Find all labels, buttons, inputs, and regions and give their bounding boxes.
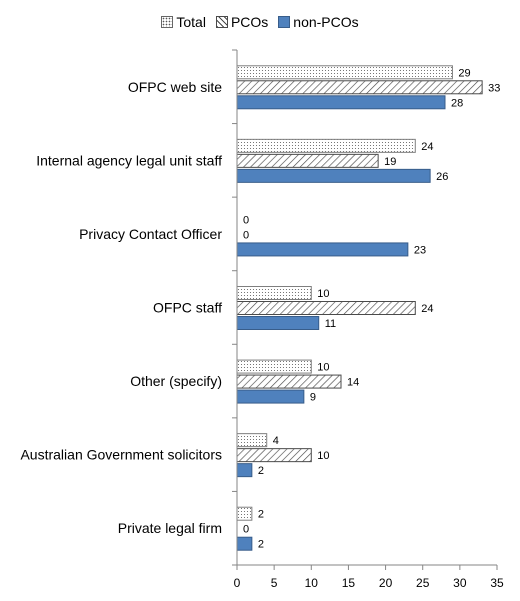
data-label: 33 [488,82,500,94]
legend-swatch-diagonal-icon [215,16,228,28]
data-label: 2 [258,539,264,551]
category-label: Private legal firm [118,520,222,536]
bar-pcos [236,374,342,389]
bar-non-pcos [236,95,446,110]
bar-pcos [236,80,483,95]
data-label: 28 [451,97,463,109]
bar-non-pcos [236,463,253,478]
data-label: 24 [421,141,433,153]
legend-label-non-pcos: non-PCOs [293,14,359,30]
bar-total [236,433,268,448]
bar-non-pcos [236,168,431,183]
bar-non-pcos [236,316,320,330]
bar-total [236,138,416,153]
x-tick-label: 0 [234,576,241,590]
legend-label-total: Total [176,14,206,30]
bar-total [236,65,453,80]
data-label: 10 [317,288,329,300]
category-labels: OFPC web site Internal agency legal unit … [20,79,222,536]
data-label: 14 [347,377,359,389]
data-label: 23 [414,244,426,256]
x-tick-label: 5 [271,576,278,590]
bar-non-pcos [236,389,305,404]
data-label: 10 [317,450,329,462]
x-tick-label: 25 [416,576,430,590]
data-label: 11 [325,318,336,330]
data-label: 0 [243,229,249,241]
data-label: 26 [436,171,448,183]
data-label: 19 [384,156,396,168]
category-label: Other (specify) [130,373,222,389]
x-axis: 0 5 10 15 20 25 30 35 [232,49,504,590]
data-label: 2 [258,509,264,521]
legend-item-total: Total [161,12,206,32]
bar-total [236,506,253,521]
category-label: Privacy Contact Officer [79,226,222,242]
bar-pcos [236,448,312,463]
bar-pcos [236,301,416,315]
bar-non-pcos [236,242,409,257]
legend-swatch-dots-icon [161,16,174,28]
category-label: OFPC web site [128,79,222,95]
category-label: OFPC staff [153,300,222,316]
x-tick-label: 15 [342,576,356,590]
legend: Total PCOs non-PCOs [0,12,520,32]
data-label: 24 [421,303,433,315]
x-tick-label: 10 [305,576,319,590]
data-label: 10 [317,362,329,374]
data-label: 29 [458,67,470,79]
data-label: 4 [273,435,279,447]
category-label: Internal agency legal unit staff [36,152,222,168]
legend-swatch-solid-icon [278,16,291,28]
x-tick-label: 35 [490,576,504,590]
data-label: 2 [258,465,264,477]
legend-label-pcos: PCOs [230,14,269,30]
category-label: Australian Government solicitors [20,447,222,463]
data-label: 9 [310,392,316,404]
data-label: 0 [243,214,249,226]
bar-pcos [236,153,379,168]
bar-total [236,286,312,300]
x-tick-label: 30 [453,576,467,590]
bar-non-pcos [236,536,253,551]
bar-total [236,359,312,374]
legend-item-non-pcos: non-PCOs [278,12,359,32]
legend-item-pcos: PCOs [215,12,269,32]
x-tick-label: 20 [379,576,393,590]
data-label: 0 [243,524,249,536]
